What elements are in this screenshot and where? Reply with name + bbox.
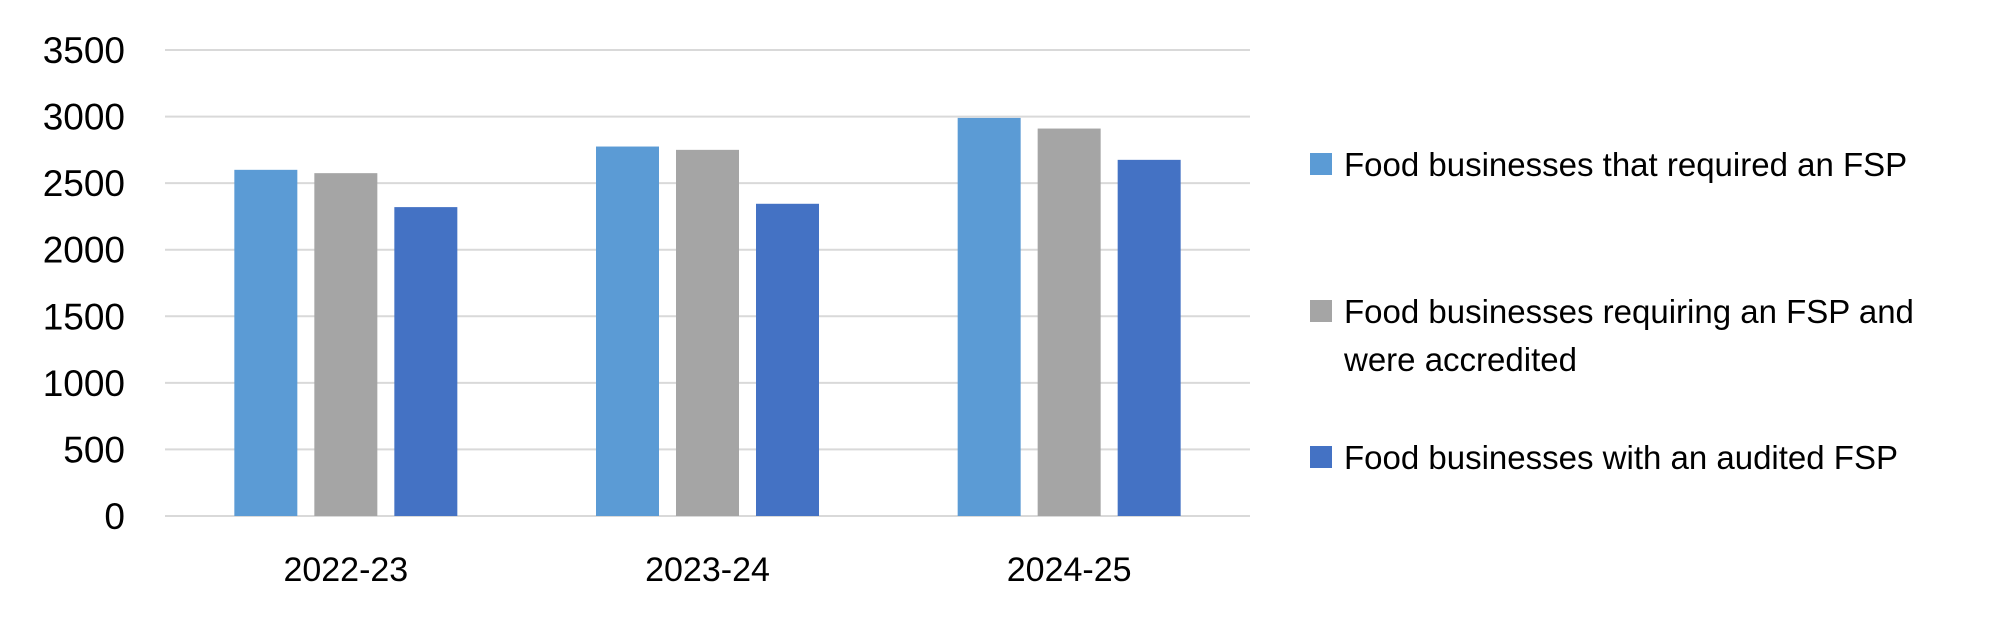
bar-2024-25-series-1 bbox=[957, 117, 1021, 516]
x-category-label: 2022-23 bbox=[283, 551, 408, 589]
x-axis-category-labels: 2022-23 2023-24 2024-25 bbox=[283, 551, 1131, 589]
legend-item-accredited: Food businesses requiring an FSP and wer… bbox=[1310, 288, 1984, 384]
legend-label-accredited: Food businesses requiring an FSP and wer… bbox=[1344, 293, 1914, 378]
y-tick-label: 500 bbox=[63, 429, 125, 470]
bar-2024-25-series-2 bbox=[1037, 128, 1101, 516]
bar-2022-23-series-2 bbox=[314, 173, 378, 516]
y-tick-label: 2500 bbox=[43, 163, 125, 204]
bar-2024-25-series-3 bbox=[1117, 159, 1181, 517]
y-tick-label: 1500 bbox=[43, 296, 125, 337]
legend-label-required: Food businesses that required an FSP bbox=[1344, 146, 1908, 183]
legend-swatch-audited bbox=[1310, 446, 1332, 468]
legend-swatch-required bbox=[1310, 153, 1332, 175]
legend-item-required: Food businesses that required an FSP bbox=[1310, 141, 1984, 189]
x-category-label: 2023-24 bbox=[645, 551, 770, 589]
y-axis-tick-labels: 0 500 1000 1500 2000 2500 3000 3500 bbox=[43, 30, 125, 537]
bar-2023-24-series-3 bbox=[756, 203, 819, 516]
legend-label-audited: Food businesses with an audited FSP bbox=[1344, 439, 1898, 476]
y-tick-label: 0 bbox=[104, 496, 125, 537]
legend: Food businesses that required an FSP Foo… bbox=[1310, 0, 2010, 622]
legend-item-audited: Food businesses with an audited FSP bbox=[1310, 434, 1984, 482]
bar-2022-23-series-1 bbox=[234, 169, 298, 517]
y-tick-label: 3500 bbox=[43, 30, 125, 71]
y-tick-label: 1000 bbox=[43, 363, 125, 404]
bar-2022-23-series-3 bbox=[394, 207, 458, 516]
bar-2023-24-series-1 bbox=[596, 146, 659, 516]
legend-swatch-accredited bbox=[1310, 300, 1332, 322]
y-tick-label: 3000 bbox=[43, 97, 125, 138]
bar-chart: 0 500 1000 1500 2000 2500 3000 3500 2022-23 2023… bbox=[43, 30, 1250, 589]
bar-2023-24-series-2 bbox=[676, 149, 739, 516]
y-tick-label: 2000 bbox=[43, 230, 125, 271]
bars bbox=[234, 117, 1181, 517]
x-category-label: 2024-25 bbox=[1007, 551, 1132, 589]
